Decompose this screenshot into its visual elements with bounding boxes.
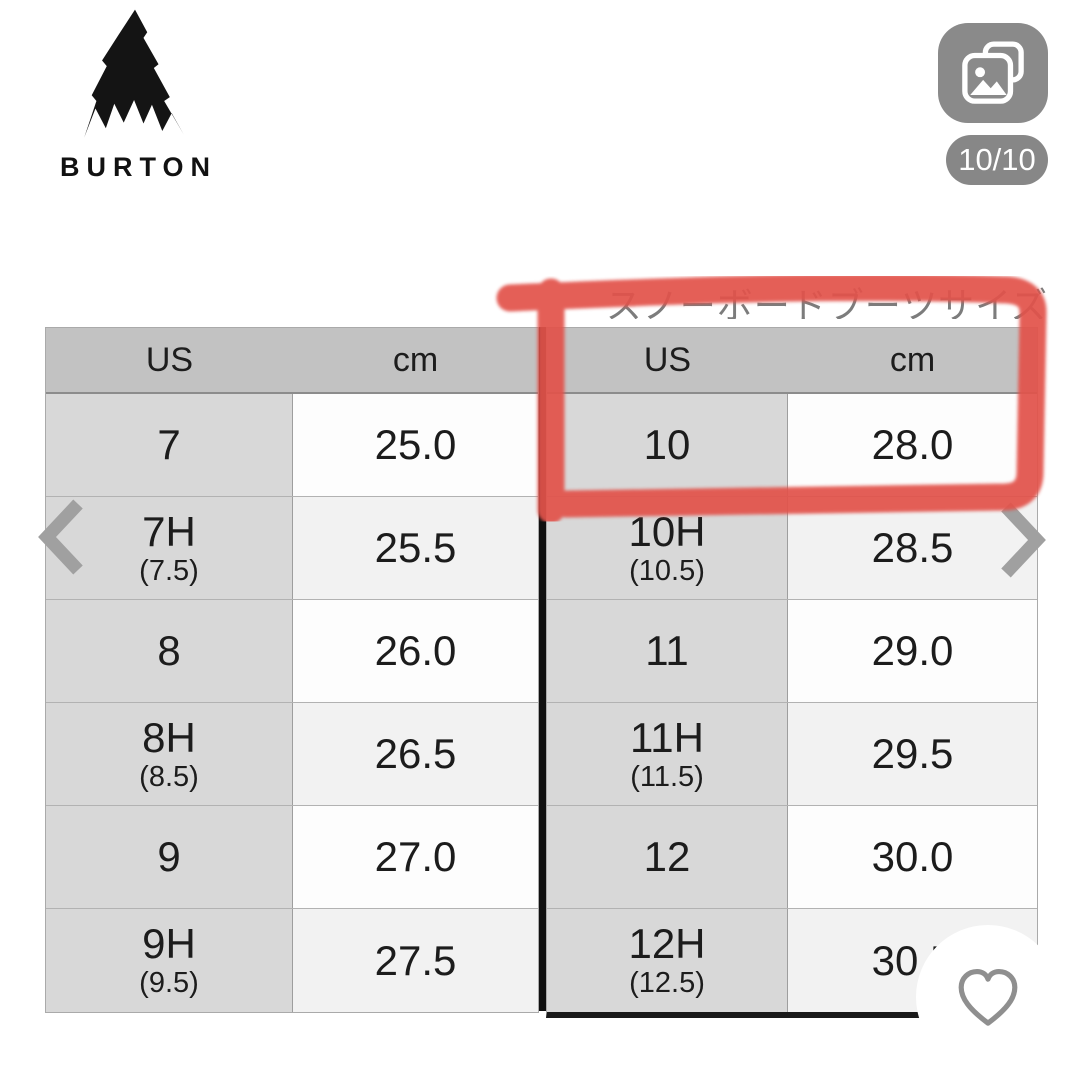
column-header-cm: cm xyxy=(889,340,936,379)
us-size-value: 8 xyxy=(157,627,181,674)
table-row: 11 29.0 xyxy=(547,600,1037,703)
table-divider xyxy=(539,327,546,1011)
us-size-value: 10H xyxy=(628,507,706,555)
column-header-cm: cm xyxy=(392,340,439,379)
size-table-left: US cm 7 25.0 7H (7.5) 25.5 8 26.0 8H (8.5) 26.5 9 27.… xyxy=(45,327,539,1013)
cm-size-value: 29.0 xyxy=(871,627,954,674)
cm-size-cell: 28.0 xyxy=(788,394,1037,496)
us-size-cell: 10 xyxy=(547,394,788,496)
cm-size-value: 29.5 xyxy=(871,730,954,777)
table-row: 10H (10.5) 28.5 xyxy=(547,497,1037,600)
us-size-value: 8H xyxy=(142,713,196,761)
us-size-half-value: (7.5) xyxy=(139,554,199,587)
table-row: 7 25.0 xyxy=(46,394,538,497)
us-size-value: 11 xyxy=(645,627,689,674)
cm-size-value: 27.5 xyxy=(374,936,457,984)
photo-caption: スノーボードブーツサイズ xyxy=(605,285,1048,319)
burton-mountain-icon xyxy=(84,9,184,138)
cm-size-value: 28.5 xyxy=(871,524,954,571)
us-size-value: 12H xyxy=(628,920,706,967)
table-row: 9 27.0 xyxy=(46,806,538,909)
column-header-us: US xyxy=(643,340,692,379)
us-size-value: 11H xyxy=(630,713,704,761)
us-size-half-value: (11.5) xyxy=(630,760,704,793)
cm-size-cell: 30.0 xyxy=(788,806,1037,908)
previous-photo-button[interactable] xyxy=(34,498,90,576)
cm-size-cell: 25.5 xyxy=(293,497,538,599)
us-size-half-value: (12.5) xyxy=(629,967,705,999)
cm-size-cell: 29.0 xyxy=(788,600,1037,702)
us-size-value: 7H xyxy=(142,507,196,555)
us-size-cell: 10H (10.5) xyxy=(547,497,788,599)
us-size-value: 9 xyxy=(157,833,181,880)
table-row: 7H (7.5) 25.5 xyxy=(46,497,538,600)
table-row: 8 26.0 xyxy=(46,600,538,703)
table-row: 8H (8.5) 26.5 xyxy=(46,703,538,806)
cm-size-value: 27.0 xyxy=(374,833,457,880)
us-size-half-value: (9.5) xyxy=(139,967,199,999)
us-size-half-value: (8.5) xyxy=(139,760,199,793)
us-size-cell: 9 xyxy=(46,806,293,908)
cm-size-cell: 27.0 xyxy=(293,806,538,908)
us-size-cell: 8 xyxy=(46,600,293,702)
cm-size-cell: 26.5 xyxy=(293,703,538,805)
cm-size-cell: 29.5 xyxy=(788,703,1037,805)
next-photo-button[interactable] xyxy=(994,501,1050,579)
cm-size-value: 26.0 xyxy=(374,627,457,674)
burton-logo-text: BURTON xyxy=(59,152,217,182)
favorite-button[interactable] xyxy=(916,925,1060,1069)
us-size-cell: 12H (12.5) xyxy=(547,909,788,1012)
cm-size-value: 25.5 xyxy=(374,524,457,571)
photo-stack-icon xyxy=(962,41,1024,104)
photo-counter-badge: 10/10 xyxy=(946,135,1048,185)
size-table-right: US cm 10 28.0 10H (10.5) 28.5 11 29.0 11H (11.5) 29… xyxy=(546,327,1038,1018)
column-header-us: US xyxy=(145,340,194,379)
table-row: 12H (12.5) 30.5 xyxy=(547,909,1037,1012)
burton-logo: BURTON xyxy=(45,6,225,183)
table-row: 10 28.0 xyxy=(547,394,1037,497)
cm-size-value: 26.5 xyxy=(374,730,457,777)
us-size-cell: 12 xyxy=(547,806,788,908)
photo-gallery-button[interactable] xyxy=(938,23,1048,123)
table-row: 12 30.0 xyxy=(547,806,1037,909)
us-size-cell: 11 xyxy=(547,600,788,702)
table-header-row: US cm xyxy=(547,328,1037,394)
us-size-value: 7 xyxy=(157,421,181,468)
cm-size-value: 25.0 xyxy=(374,421,457,468)
cm-size-value: 30.0 xyxy=(871,833,954,880)
us-size-value: 10 xyxy=(643,421,691,468)
us-size-half-value: (10.5) xyxy=(629,554,705,587)
table-header-row: US cm xyxy=(46,328,538,394)
heart-icon xyxy=(958,968,1018,1026)
cm-size-value: 28.0 xyxy=(871,421,954,468)
table-row: 9H (9.5) 27.5 xyxy=(46,909,538,1012)
us-size-cell: 7 xyxy=(46,394,293,496)
us-size-cell: 7H (7.5) xyxy=(46,497,293,599)
table-row: 11H (11.5) 29.5 xyxy=(547,703,1037,806)
us-size-cell: 8H (8.5) xyxy=(46,703,293,805)
us-size-value: 9H xyxy=(142,920,196,967)
cm-size-cell: 25.0 xyxy=(293,394,538,496)
cm-size-cell: 26.0 xyxy=(293,600,538,702)
cm-size-cell: 27.5 xyxy=(293,909,538,1012)
us-size-value: 12 xyxy=(643,833,691,880)
us-size-cell: 11H (11.5) xyxy=(547,703,788,805)
us-size-cell: 9H (9.5) xyxy=(46,909,293,1012)
